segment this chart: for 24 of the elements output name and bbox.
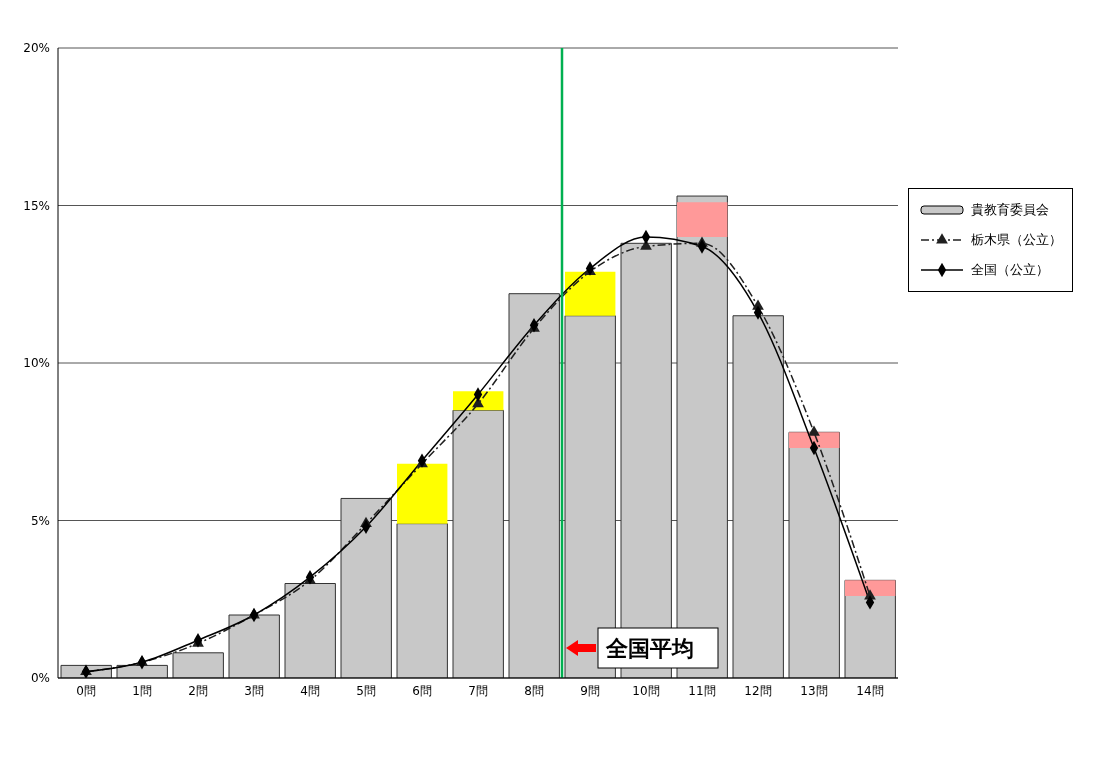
y-tick-label: 0% bbox=[30, 671, 50, 686]
y-tick-label: 5% bbox=[30, 513, 50, 528]
legend-label: 全国（公立） bbox=[971, 261, 1049, 279]
y-tick-label: 20% bbox=[23, 41, 50, 56]
x-tick-label: 7問 bbox=[468, 683, 488, 698]
x-tick-label: 2問 bbox=[188, 683, 208, 698]
x-tick-label: 0問 bbox=[76, 683, 96, 698]
x-tick-label: 11問 bbox=[688, 683, 716, 698]
x-tick-label: 12問 bbox=[744, 683, 772, 698]
x-tick-label: 13問 bbox=[800, 683, 828, 698]
x-tick-label: 14問 bbox=[856, 683, 884, 698]
x-tick-label: 9問 bbox=[580, 683, 600, 698]
x-tick-label: 5問 bbox=[356, 683, 376, 698]
x-tick-label: 1問 bbox=[132, 683, 152, 698]
legend-label: 貴教育委員会 bbox=[971, 201, 1049, 219]
y-tick-label: 15% bbox=[23, 198, 50, 213]
y-tick-label: 10% bbox=[23, 356, 50, 371]
x-tick-label: 6問 bbox=[412, 683, 432, 698]
legend-label: 栃木県（公立） bbox=[971, 231, 1062, 249]
x-tick-label: 10問 bbox=[632, 683, 660, 698]
x-tick-label: 3問 bbox=[244, 683, 264, 698]
x-tick-label: 4問 bbox=[300, 683, 320, 698]
ref-line-label: 全国平均 bbox=[605, 636, 694, 661]
x-tick-label: 8問 bbox=[524, 683, 544, 698]
